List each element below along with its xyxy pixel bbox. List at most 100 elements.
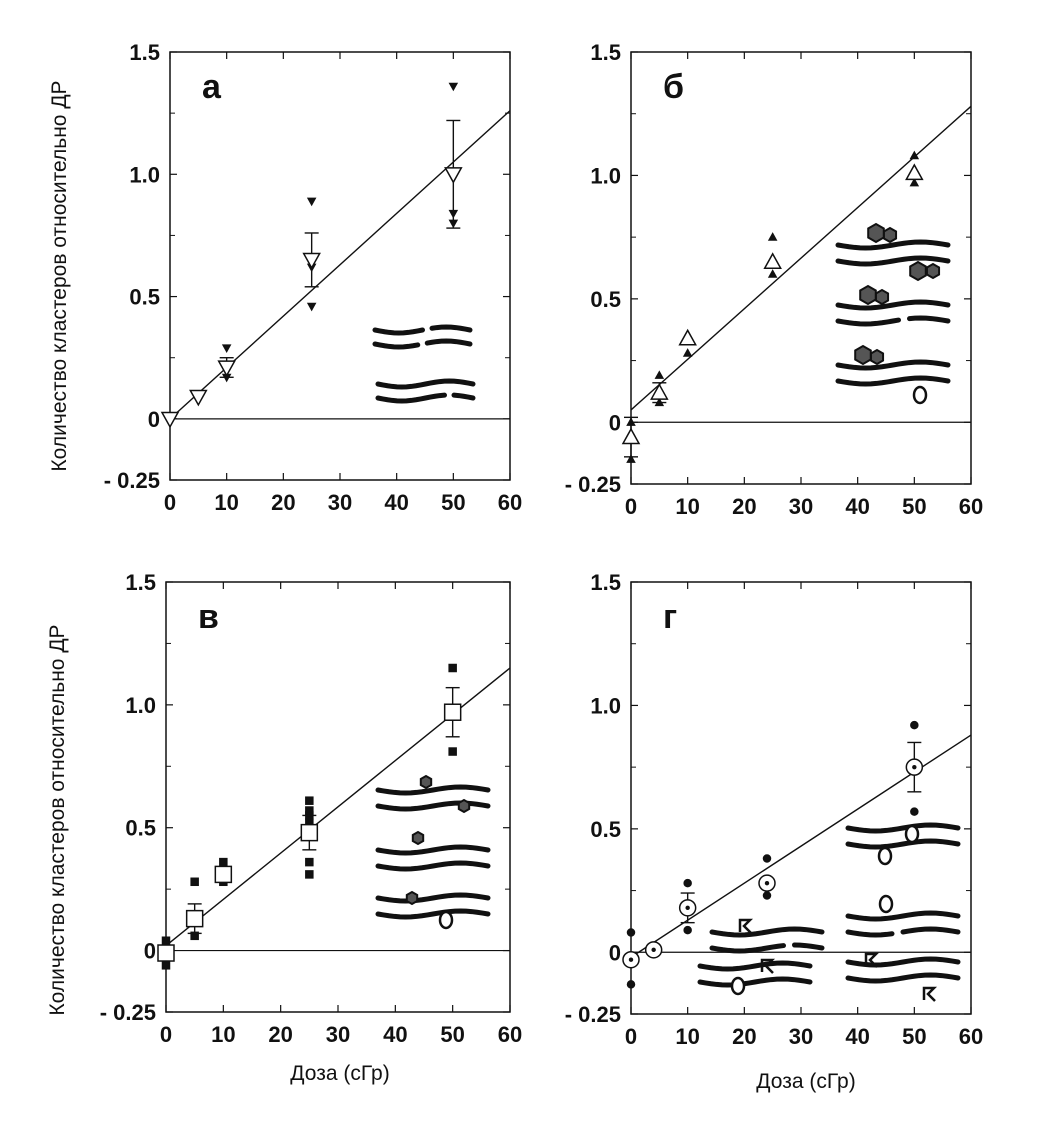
- data-point: [626, 980, 636, 989]
- mean-marker: [763, 252, 782, 269]
- strand-break-lesion: [760, 958, 776, 974]
- data-point: [767, 269, 778, 278]
- mean-marker-center: [764, 880, 770, 886]
- abasic-site-lesion: [438, 910, 454, 930]
- dna-strand: [835, 375, 951, 387]
- y-tick-label: 1.0: [129, 162, 160, 187]
- plot-frame-а: [169, 51, 511, 481]
- dna-strand: [424, 338, 473, 347]
- x-tick-label: 40: [845, 1024, 869, 1049]
- panel-label: г: [663, 598, 677, 636]
- dna-strand: [845, 929, 895, 938]
- dna-strand: [375, 908, 491, 920]
- y-tick-label: 0: [148, 407, 160, 432]
- y-tick-label: 0.5: [125, 816, 156, 841]
- y-tick-label: 0: [609, 410, 621, 435]
- data-point: [305, 857, 314, 867]
- dna-strand: [375, 800, 491, 812]
- y-tick-label: 1.0: [590, 693, 621, 718]
- x-tick-label: 30: [326, 1022, 350, 1047]
- x-tick-label: 10: [211, 1022, 235, 1047]
- fit-line: [169, 110, 511, 420]
- abasic-site-lesion: [878, 894, 894, 914]
- dna-strand: [835, 255, 951, 267]
- y-tick-label: 1.5: [590, 570, 621, 595]
- x-tick-label: 60: [498, 490, 522, 515]
- dna-strand: [835, 299, 951, 311]
- dna-strand: [900, 926, 961, 935]
- oxidized-base-lesion: [859, 284, 877, 306]
- data-point: [910, 720, 919, 730]
- strand-break-lesion: [922, 986, 938, 1002]
- dna-strand: [709, 943, 786, 954]
- data-point: [306, 197, 317, 207]
- abasic-site-lesion: [877, 846, 893, 866]
- x-tick-label: 60: [959, 1024, 983, 1049]
- x-tick-label: 10: [214, 490, 238, 515]
- mean-marker: [185, 909, 204, 928]
- data-point: [762, 891, 772, 900]
- mean-marker: [302, 252, 321, 270]
- oxidized-base-lesion: [925, 262, 941, 280]
- x-tick-label: 30: [328, 490, 352, 515]
- x-tick-label: 20: [732, 494, 756, 519]
- dna-strand: [845, 972, 961, 984]
- data-point: [909, 150, 920, 160]
- y-axis-title-top: Количество кластеров относительно ДР: [48, 80, 71, 471]
- data-point: [682, 348, 693, 357]
- dna-strand: [845, 910, 961, 922]
- data-point: [305, 796, 314, 805]
- x-tick-label: 60: [498, 1022, 522, 1047]
- x-tick-label: 40: [384, 490, 408, 515]
- abasic-site-lesion: [912, 385, 928, 405]
- data-point: [306, 302, 317, 312]
- x-tick-label: 10: [675, 494, 699, 519]
- y-tick-label: - 0.25: [565, 1002, 621, 1027]
- data-point: [448, 747, 457, 756]
- y-tick-label: 0: [144, 939, 156, 964]
- x-tick-label: 20: [732, 1024, 756, 1049]
- panel-label: в: [198, 598, 219, 636]
- oxidized-base-lesion: [419, 774, 433, 790]
- y-tick-label: 0.5: [590, 817, 621, 842]
- x-tick-label: 30: [789, 1024, 813, 1049]
- mean-marker: [443, 703, 462, 721]
- mean-marker-center: [685, 905, 690, 911]
- y-tick-label: 1.0: [125, 693, 156, 718]
- dna-lesion-schematic-0: [372, 324, 476, 404]
- panel-label: а: [202, 68, 222, 106]
- oxidized-base-lesion: [854, 344, 872, 366]
- mean-marker: [444, 167, 463, 184]
- abasic-site-lesion: [904, 824, 920, 844]
- mean-marker: [905, 163, 924, 181]
- x-tick-label: 40: [845, 494, 869, 519]
- data-point: [654, 370, 665, 379]
- dna-strand: [709, 926, 825, 938]
- data-point: [762, 854, 772, 863]
- dna-strand: [845, 956, 961, 968]
- x-tick-label: 0: [160, 1022, 172, 1047]
- data-point: [683, 925, 692, 935]
- mean-marker-center: [628, 957, 634, 962]
- mean-marker: [217, 360, 236, 378]
- dna-strand: [372, 327, 425, 336]
- dna-strand: [835, 359, 951, 371]
- data-point: [448, 82, 459, 92]
- x-tick-label: 20: [271, 490, 295, 515]
- dna-strand: [835, 239, 951, 251]
- x-axis-title-right: Доза (сГр): [756, 1070, 855, 1093]
- x-tick-label: 40: [383, 1022, 407, 1047]
- data-point: [910, 807, 919, 816]
- dna-strand: [372, 341, 421, 350]
- x-tick-label: 0: [164, 490, 176, 515]
- oxidized-base-lesion: [874, 288, 890, 306]
- dna-strand: [375, 378, 476, 390]
- y-tick-label: 1.0: [590, 163, 621, 188]
- data-point: [767, 232, 778, 241]
- oxidized-base-lesion: [405, 890, 419, 906]
- x-tick-label: 50: [440, 1022, 464, 1047]
- dna-strand: [375, 860, 491, 872]
- oxidized-base-lesion: [457, 798, 471, 814]
- dna-strand: [845, 822, 961, 834]
- plot-frame-г: [630, 581, 972, 1015]
